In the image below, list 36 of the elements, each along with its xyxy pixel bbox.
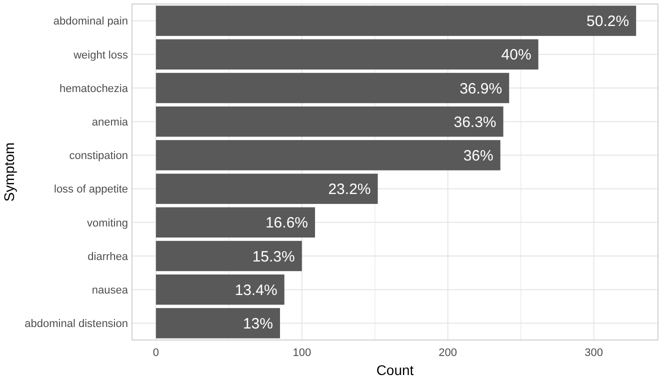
annotation: 40%: [501, 46, 532, 64]
y-tick-label: weight loss: [72, 49, 128, 62]
bar: [156, 174, 378, 204]
bar: [156, 308, 280, 338]
y-tick-label: abdominal distension: [24, 318, 128, 330]
annotation: 36.3%: [454, 114, 496, 131]
bar: [156, 240, 302, 272]
annotation: 50.2%: [586, 13, 630, 30]
x-tick-label: 300: [584, 347, 603, 359]
annotation: 36%: [463, 147, 494, 164]
y-tick-label: abdominal pain: [53, 16, 128, 28]
x-tick-label: 0: [152, 347, 159, 359]
bar: [156, 39, 538, 70]
bar: [156, 72, 510, 104]
annotation: 23.2%: [328, 181, 371, 198]
y-tick-label: nausea: [92, 284, 129, 296]
bar: [156, 6, 636, 36]
bar: [156, 106, 504, 137]
annotation: 16.6%: [265, 214, 308, 232]
x-tick-label: 100: [292, 347, 312, 359]
bar: [156, 207, 316, 238]
annotation: 36.9%: [460, 80, 502, 98]
x-axis-title: Count: [376, 362, 414, 378]
y-tick-label: diarrhea: [88, 250, 129, 263]
y-axis-title: Symptom: [1, 142, 17, 202]
annotation: 15.3%: [252, 248, 295, 266]
annotation: 13%: [242, 315, 273, 332]
y-tick-label: hematochezia: [60, 82, 129, 95]
y-tick-label: constipation: [69, 150, 128, 162]
x-tick-label: 200: [438, 347, 458, 359]
y-tick-label: anemia: [92, 116, 129, 128]
bar: [156, 274, 284, 305]
y-tick-label: loss of appetite: [54, 184, 128, 196]
bar: [156, 140, 500, 170]
y-tick-label: vomiting: [87, 217, 128, 230]
annotation: 13.4%: [234, 282, 278, 299]
